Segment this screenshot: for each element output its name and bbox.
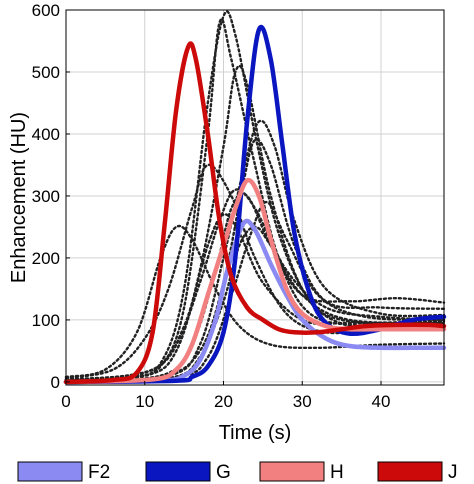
plot-frame	[65, 9, 445, 386]
y-tick-label: 500	[32, 63, 60, 82]
x-axis-title: Time (s)	[219, 422, 292, 444]
background-curve	[64, 119, 446, 382]
series-lines	[63, 25, 447, 385]
legend-item-j: J	[377, 461, 458, 483]
legend-label: H	[330, 462, 344, 483]
background-curve	[64, 224, 446, 379]
legend-swatch	[145, 461, 211, 482]
y-tick-label: 100	[32, 311, 60, 330]
legend-item-h: H	[259, 461, 344, 483]
legend-item-f2: F2	[17, 461, 110, 483]
series-line-j	[63, 41, 447, 385]
series-line-g	[63, 25, 447, 385]
x-tick-label: 0	[61, 392, 70, 411]
legend-swatch	[17, 461, 83, 482]
x-tick-label: 30	[293, 392, 312, 411]
background-curve	[64, 192, 446, 382]
y-tick-label: 0	[51, 373, 60, 392]
background-curve	[64, 18, 446, 381]
x-tick-label: 10	[135, 392, 154, 411]
y-axis-title: Enhancement (HU)	[8, 112, 30, 283]
x-axis-ticks: 0 10 20 30 40	[61, 381, 390, 411]
background-curve	[64, 188, 446, 381]
y-tick-label: 200	[32, 249, 60, 268]
legend-swatch	[377, 461, 443, 482]
background-curve	[64, 225, 446, 382]
legend: F2 G H J	[17, 461, 458, 483]
y-tick-label: 400	[32, 125, 60, 144]
legend-swatch	[259, 461, 325, 482]
y-axis-ticks: 0 100 200 300 400 500 600	[32, 1, 70, 392]
legend-label: F2	[88, 462, 110, 483]
legend-label: G	[216, 462, 231, 483]
series-line-f2	[63, 218, 447, 385]
y-tick-label: 300	[32, 187, 60, 206]
y-tick-label: 600	[32, 1, 60, 20]
legend-label: J	[448, 462, 458, 483]
series-line-h	[63, 177, 447, 385]
legend-item-g: G	[145, 461, 231, 483]
x-tick-label: 20	[214, 392, 233, 411]
x-tick-label: 40	[372, 392, 391, 411]
